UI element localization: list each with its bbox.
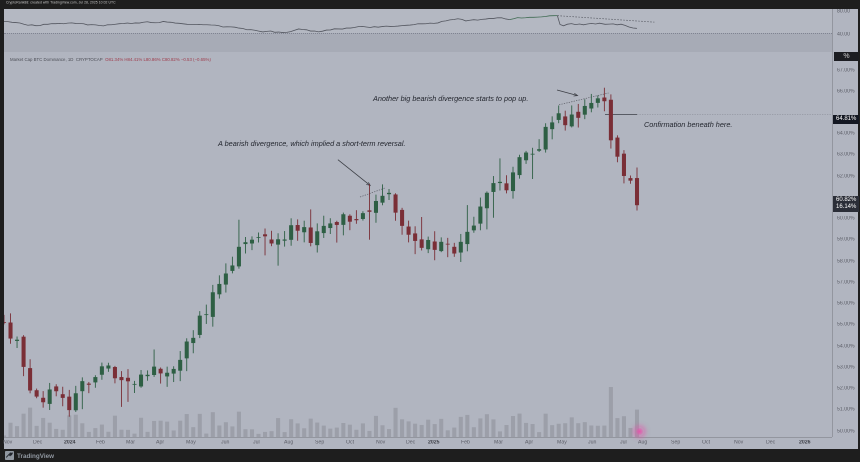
svg-text:A bearish divergence, which im: A bearish divergence, which implied a sh… [217, 139, 406, 148]
svg-text:Confirmation beneath here.: Confirmation beneath here. [644, 120, 732, 129]
svg-text:Another big bearish divergence: Another big bearish divergence starts to… [372, 94, 528, 103]
